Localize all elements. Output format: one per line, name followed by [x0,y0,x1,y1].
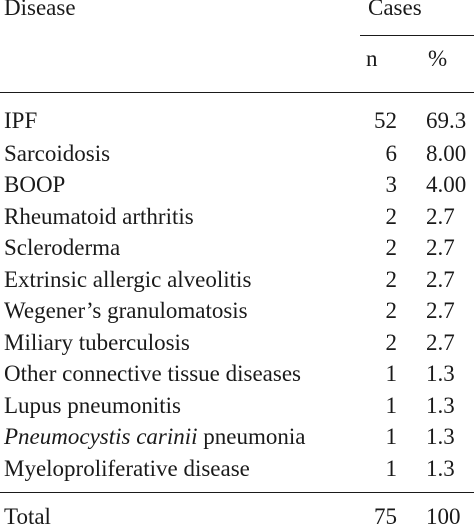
table-row: Other connective tissue diseases 1 1.3 [0,359,474,389]
row-percent: 1.3 [426,393,455,418]
row-n: 2 [385,204,398,229]
row-disease: Scleroderma [4,235,121,260]
row-n: 2 [385,330,398,355]
row-disease: IPF [4,108,38,133]
table-row: BOOP 3 4.00 [0,170,474,200]
row-n: 1 [385,424,398,449]
row-disease: Other connective tissue diseases [4,361,301,386]
row-disease: Miliary tuberculosis [4,330,190,355]
table-row: Pneumocystis carinii pneumonia 1 1.3 [0,422,474,452]
row-n: 6 [385,141,398,166]
row-disease: BOOP [4,172,66,197]
table-row: Lupus pneumonitis 1 1.3 [0,391,474,421]
table-row: Wegener’s granulomatosis 2 2.7 [0,296,474,326]
cases-subheader-rule [360,35,474,36]
row-disease: Sarcoidosis [4,141,111,166]
header-bottom-rule [0,92,474,93]
row-n: 3 [385,172,398,197]
row-disease: Myeloproliferative disease [4,456,250,481]
header-disease: Disease [4,0,76,20]
row-disease: Pneumocystis carinii pneumonia [4,422,306,452]
row-percent: 2.7 [426,298,455,323]
total-n: 75 [374,504,397,529]
row-percent: 8.00 [426,141,467,166]
row-n: 2 [385,267,398,292]
row-n: 2 [385,298,398,323]
total-row: Total 75 100 [0,502,474,529]
total-label: Total [4,504,51,529]
row-percent: 2.7 [426,330,455,355]
row-disease: Wegener’s granulomatosis [4,298,248,323]
row-percent: 2.7 [426,235,455,260]
row-percent: 2.7 [426,267,455,292]
row-n: 1 [385,456,398,481]
row-n: 2 [385,235,398,260]
table-row: Sarcoidosis 6 8.00 [0,139,474,169]
total-percent: 100 [426,504,461,529]
row-percent: 1.3 [426,456,455,481]
table-row: Scleroderma 2 2.7 [0,233,474,263]
row-n: 1 [385,393,398,418]
row-percent: 69.3 [426,108,467,133]
header-n: n [366,46,378,71]
row-disease-rest: pneumonia [197,424,306,449]
table-row: Extrinsic allergic alveolitis 2 2.7 [0,265,474,295]
table-row: Miliary tuberculosis 2 2.7 [0,328,474,358]
row-percent: 1.3 [426,424,455,449]
row-percent: 2.7 [426,204,455,229]
total-top-rule [0,492,474,493]
row-disease: Rheumatoid arthritis [4,204,194,229]
row-percent: 4.00 [426,172,467,197]
table-row: Myeloproliferative disease 1 1.3 [0,454,474,484]
row-disease: Lupus pneumonitis [4,393,181,418]
row-percent: 1.3 [426,361,455,386]
row-n: 1 [385,361,398,386]
row-n: 52 [374,108,397,133]
header-percent: % [428,46,448,71]
header-cases: Cases [368,0,422,20]
table-row: IPF 52 69.3 [0,106,474,136]
table-row: Rheumatoid arthritis 2 2.7 [0,202,474,232]
row-disease-italic: Pneumocystis carinii [4,424,198,449]
row-disease: Extrinsic allergic alveolitis [4,267,252,292]
